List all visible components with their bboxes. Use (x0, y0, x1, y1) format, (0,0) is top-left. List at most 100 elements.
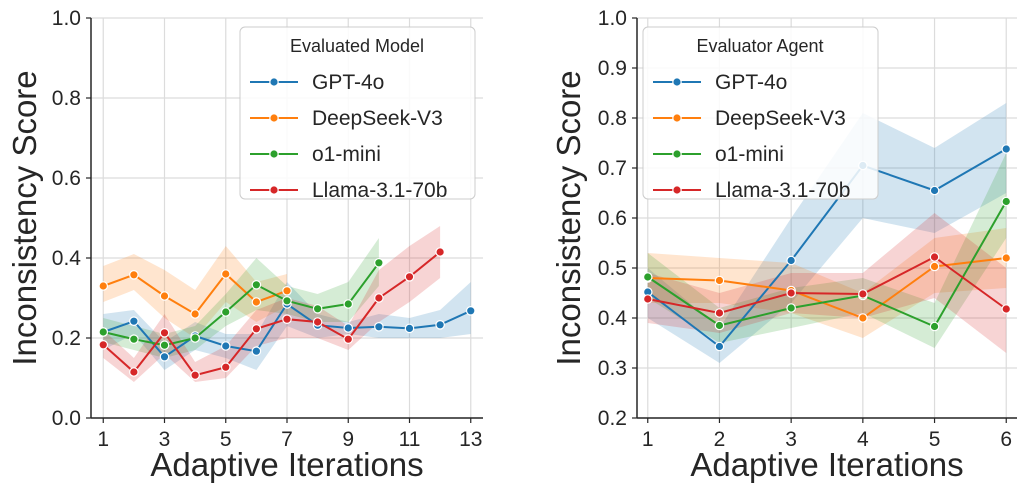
data-point (1001, 144, 1012, 154)
data-point (786, 255, 796, 266)
y-tick-label: 0.9 (598, 57, 627, 80)
y-tick-label: 0.7 (598, 157, 627, 180)
data-point (343, 334, 354, 344)
legend-label: Llama-3.1-70b (715, 179, 850, 202)
x-axis-label: Adaptive Iterations (150, 446, 423, 483)
data-point (929, 185, 940, 196)
y-axis-label: Inconsistency Score (550, 70, 587, 365)
x-tick-label: 3 (785, 428, 797, 451)
data-point (404, 271, 415, 282)
data-point (435, 319, 445, 330)
data-point (251, 323, 262, 334)
data-point (129, 269, 139, 280)
data-point (220, 269, 231, 279)
data-point (190, 333, 200, 343)
y-axis-label: Inconsistency Score (6, 70, 43, 365)
data-point (282, 314, 292, 324)
series-line (647, 255, 1007, 315)
series-line (102, 251, 441, 377)
x-tick-label: 5 (220, 428, 232, 451)
data-point (98, 281, 109, 291)
data-point (312, 303, 323, 314)
data-point (714, 341, 725, 352)
data-point (1001, 304, 1012, 314)
data-point (282, 285, 292, 296)
data-point (374, 257, 384, 268)
legend-title: Evaluator Agent (696, 36, 823, 56)
y-tick-label: 1.0 (52, 7, 81, 30)
data-point (343, 299, 354, 309)
x-tick-label: 4 (857, 428, 869, 451)
legend-marker (672, 77, 682, 87)
data-point (98, 327, 109, 337)
y-tick-label: 0.3 (598, 357, 627, 380)
legend-label: GPT-4o (715, 71, 787, 94)
x-tick-label: 5 (929, 428, 941, 451)
data-point (858, 289, 868, 299)
data-point (190, 370, 200, 380)
y-tick-label: 0.8 (52, 87, 81, 110)
data-point (374, 293, 384, 303)
data-point (220, 307, 231, 317)
data-point (465, 305, 476, 316)
data-point (159, 327, 170, 338)
data-point (159, 351, 170, 362)
legend-marker (269, 185, 279, 195)
data-point (374, 321, 384, 332)
x-tick-label: 11 (399, 428, 421, 451)
data-point (159, 340, 170, 350)
legend-marker (269, 149, 279, 159)
x-tick-label: 1 (97, 428, 109, 451)
data-point (929, 321, 940, 332)
legend-label: Llama-3.1-70b (312, 179, 447, 202)
y-tick-label: 0.2 (598, 407, 627, 430)
x-tick-label: 9 (342, 428, 354, 451)
y-tick-label: 0.5 (598, 257, 627, 280)
data-point (159, 291, 170, 301)
legend-marker (672, 185, 682, 195)
legend-marker (672, 113, 682, 123)
data-point (858, 313, 868, 323)
x-tick-label: 7 (281, 428, 293, 451)
confidence-band (647, 228, 1007, 338)
legend: Evaluator Agent GPT-4o DeepSeek-V3 o1-mini L… (642, 26, 879, 202)
series-line (647, 148, 1007, 348)
x-tick-label: 2 (714, 428, 726, 451)
data-point (929, 252, 940, 262)
legend-marker (269, 77, 279, 87)
data-point (714, 308, 725, 318)
legend-label: o1-mini (312, 143, 381, 166)
series-line (647, 201, 1008, 328)
data-point (404, 323, 415, 334)
legend-label: DeepSeek-V3 (715, 107, 846, 130)
data-point (129, 334, 139, 344)
data-point (251, 346, 262, 356)
data-point (312, 317, 323, 327)
y-tick-label: 0.0 (52, 407, 81, 430)
legend-label: GPT-4o (312, 71, 384, 94)
x-tick-label: 3 (159, 428, 171, 451)
y-tick-label: 0.8 (598, 107, 627, 130)
data-point (251, 297, 262, 307)
data-point (282, 295, 292, 306)
chart-panel-2: 1 2 3 4 5 6 0.2 0.3 0.4 0.5 0.6 0.7 0.8 0.9 1.0 Adaptiv… (550, 7, 1017, 483)
data-point (435, 247, 445, 257)
data-point (129, 316, 139, 326)
y-tick-label: 0.4 (52, 247, 82, 270)
data-point (251, 279, 262, 290)
legend-box (239, 26, 476, 200)
legend-label: DeepSeek-V3 (312, 107, 443, 130)
data-point (786, 303, 796, 313)
legend-label: o1-mini (715, 143, 784, 166)
confidence-band (647, 103, 1007, 363)
data-point (786, 288, 796, 298)
data-point (929, 261, 940, 272)
x-tick-label: 13 (459, 428, 482, 451)
x-axis-label: Adaptive Iterations (690, 446, 963, 483)
data-point (642, 272, 653, 282)
series-line (103, 262, 380, 347)
confidence-band (647, 213, 1007, 353)
x-tick-label: 1 (642, 428, 654, 451)
